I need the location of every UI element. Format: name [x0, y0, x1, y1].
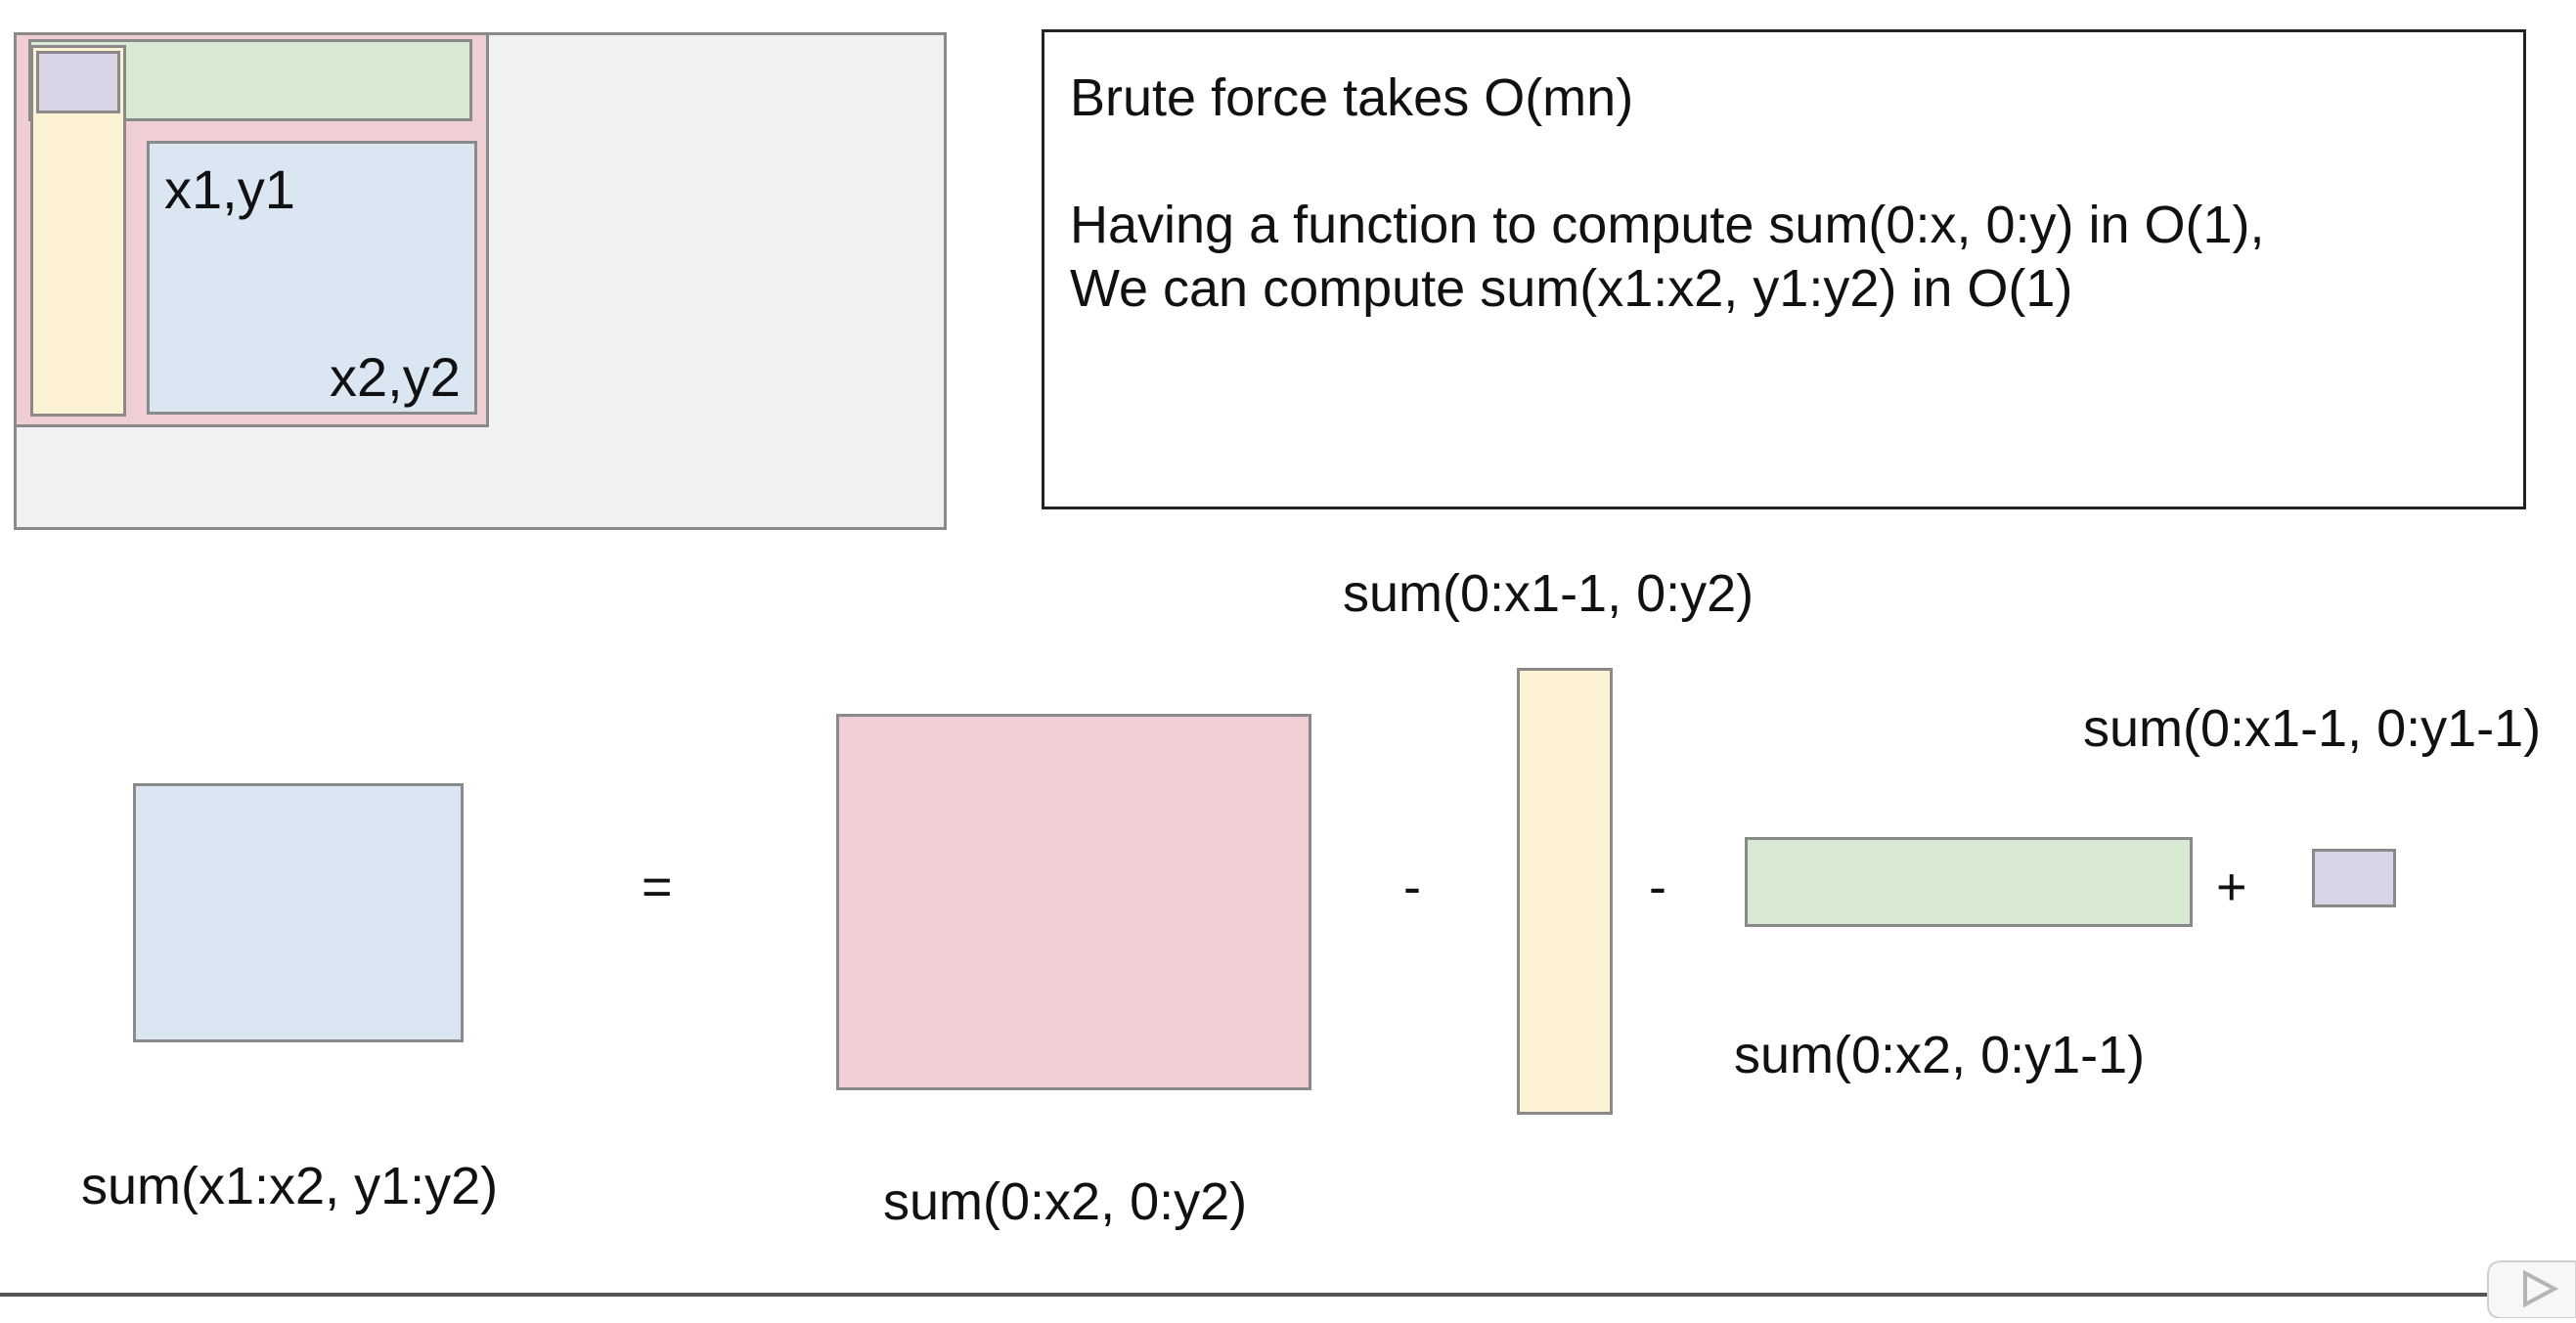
target-sum-shape	[133, 783, 464, 1042]
minus-sign-1: -	[1403, 858, 1421, 916]
prefix-function-note: Having a function to compute sum(0:x, 0:…	[1070, 196, 2265, 254]
top-strip-shape	[1745, 837, 2193, 927]
top-strip-label: sum(0:x2, 0:y1-1)	[1734, 1026, 2146, 1084]
progress-track	[0, 1293, 2576, 1297]
complexity-note: Brute force takes O(mn)	[1070, 68, 1634, 127]
range-sum-note: We can compute sum(x1:x2, y1:y2) in O(1)	[1070, 259, 2073, 318]
plus-sign: +	[2216, 858, 2247, 916]
whole-prefix-label: sum(0:x2, 0:y2)	[883, 1172, 1248, 1231]
whole-prefix-shape	[836, 714, 1311, 1090]
corner-region	[36, 51, 120, 113]
target-sum-label: sum(x1:x2, y1:y2)	[81, 1157, 499, 1215]
equals-sign: =	[642, 858, 673, 916]
query-region	[147, 141, 477, 415]
play-icon[interactable]	[2484, 1252, 2576, 1319]
corner-label: sum(0:x1-1, 0:y1-1)	[2083, 699, 2542, 758]
minus-sign-2: -	[1649, 858, 1666, 916]
top-left-corner-label: x1,y1	[164, 158, 295, 220]
left-strip-label: sum(0:x1-1, 0:y2)	[1343, 564, 1754, 623]
corner-shape	[2312, 849, 2396, 907]
explanation-box: Brute force takes O(mn) Having a functio…	[1042, 29, 2526, 509]
bottom-right-corner-label: x2,y2	[330, 346, 461, 408]
left-strip-shape	[1517, 668, 1613, 1115]
